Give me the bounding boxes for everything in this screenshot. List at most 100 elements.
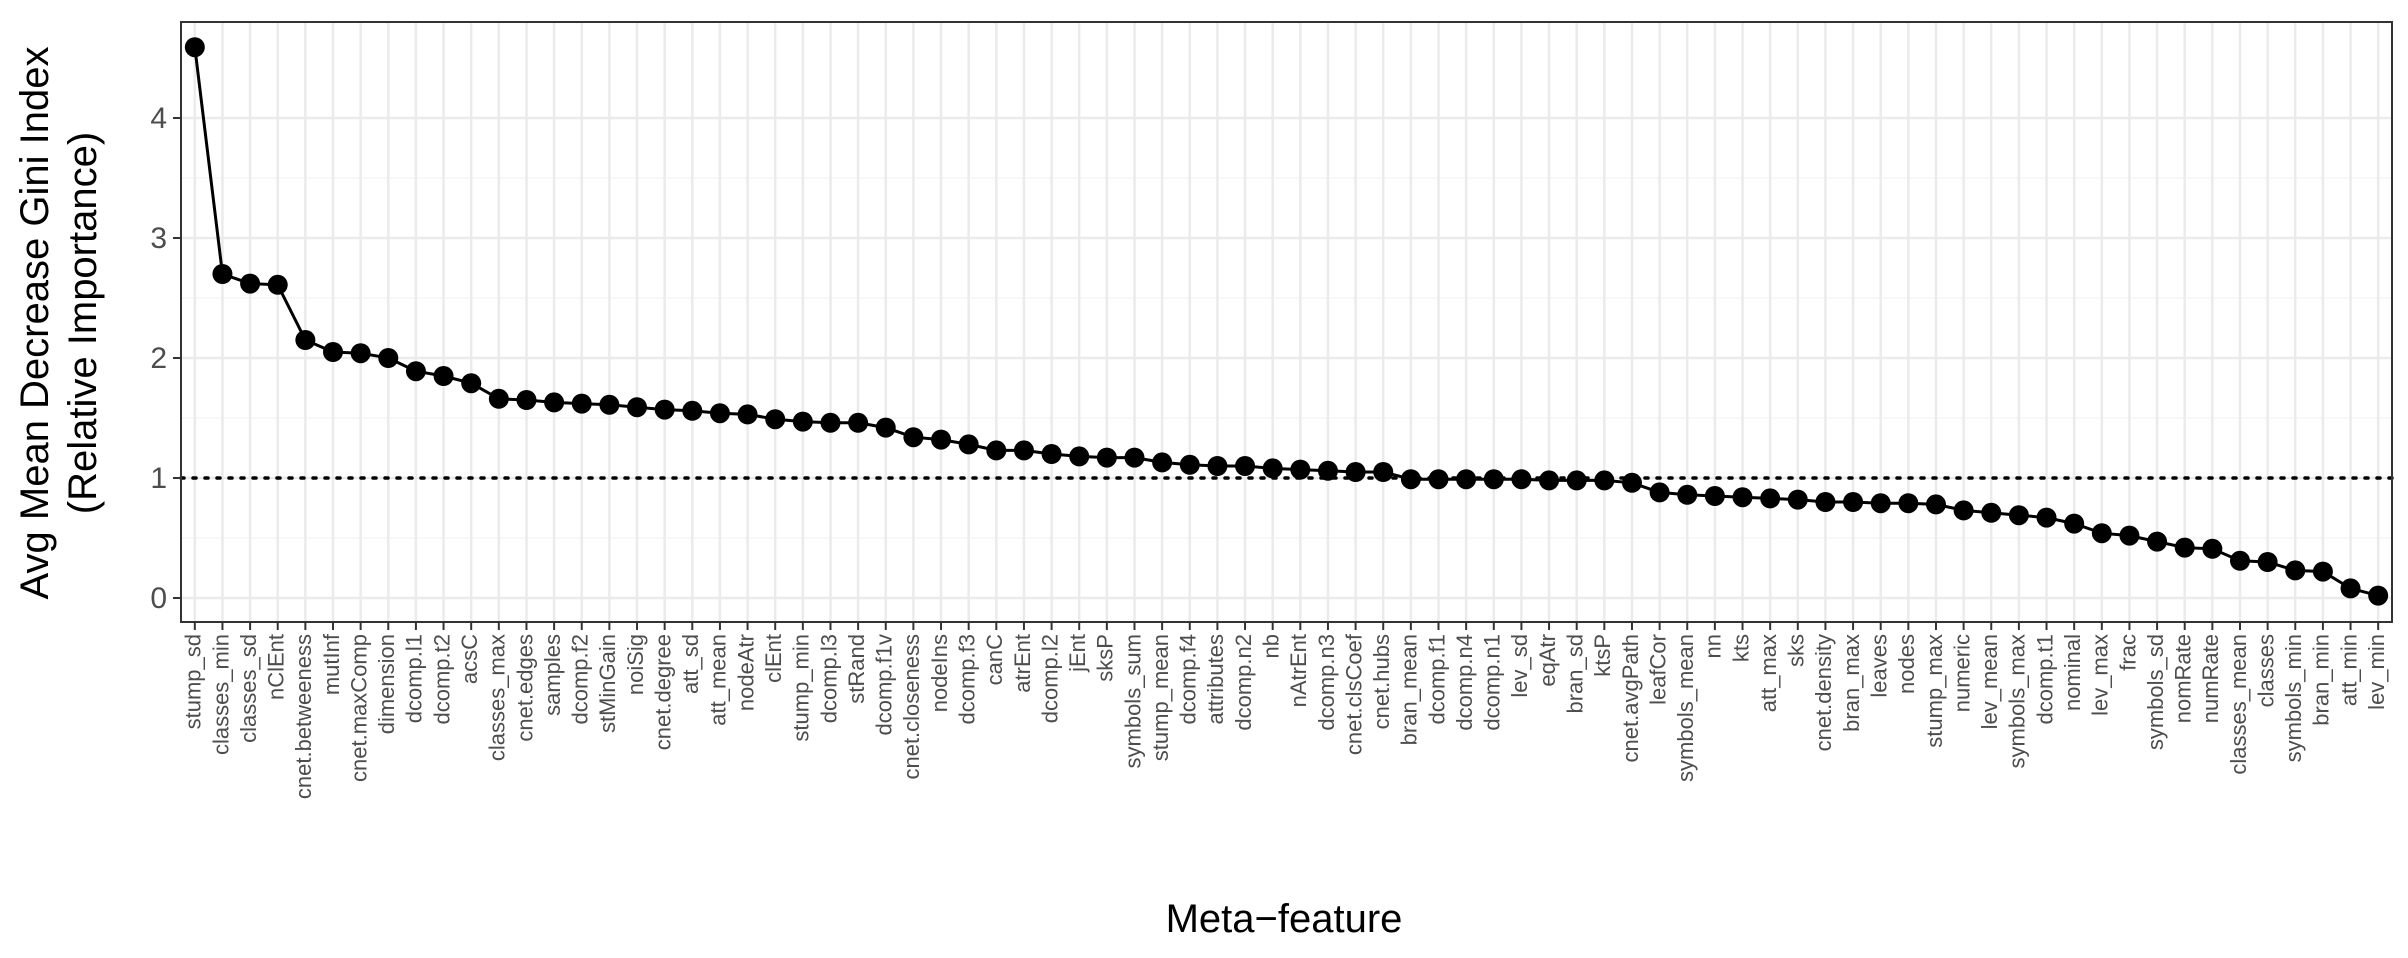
y-tick-label: 2 bbox=[150, 342, 167, 375]
x-tick-label-nodes: nodes bbox=[1894, 634, 1919, 694]
x-tick-label-nominal: nominal bbox=[2060, 634, 2085, 711]
x-tick-label-samples: samples bbox=[540, 634, 565, 716]
x-tick-label-classes: classes bbox=[2253, 634, 2278, 707]
data-point-symbols_sum bbox=[1124, 447, 1145, 468]
data-point-classes_mean bbox=[2229, 550, 2250, 571]
data-point-clEnt bbox=[765, 409, 786, 430]
x-tick-label-symbols_mean: symbols_mean bbox=[1673, 634, 1698, 782]
x-tick-label-lev_sd: lev_sd bbox=[1507, 634, 1532, 698]
data-point-nodes bbox=[1898, 493, 1919, 514]
data-point-numRate bbox=[2202, 538, 2223, 559]
x-tick-label-lev_max: lev_max bbox=[2088, 634, 2113, 716]
data-point-canC bbox=[986, 440, 1007, 461]
x-tick-label-dcomp.n1: dcomp.n1 bbox=[1480, 634, 1505, 731]
x-tick-label-dcomp.f4: dcomp.f4 bbox=[1176, 634, 1201, 725]
data-point-leafCor bbox=[1649, 482, 1670, 503]
x-tick-label-classes_max: classes_max bbox=[485, 634, 510, 761]
x-tick-label-lev_mean: lev_mean bbox=[1977, 634, 2002, 729]
data-point-jEnt bbox=[1069, 446, 1090, 467]
data-point-dcomp.n3 bbox=[1317, 460, 1338, 481]
data-point-att_mean bbox=[709, 403, 730, 424]
x-axis: stump_sd classes_min classes_sd nClEnt cnet.… bbox=[181, 622, 2389, 799]
x-tick-label-att_sd: att_sd bbox=[678, 634, 703, 694]
data-point-dcomp.n4 bbox=[1456, 469, 1477, 490]
data-point-cnet.avgPath bbox=[1621, 472, 1642, 493]
data-point-cnet.hubs bbox=[1373, 462, 1394, 482]
y-tick-label: 0 bbox=[150, 582, 167, 615]
x-tick-label-canC: canC bbox=[982, 634, 1007, 685]
data-point-nb bbox=[1262, 458, 1283, 479]
data-point-attributes bbox=[1207, 456, 1228, 476]
data-point-symbols_min bbox=[2285, 560, 2306, 581]
x-tick-label-kts: kts bbox=[1728, 634, 1753, 662]
data-point-nClEnt bbox=[267, 274, 288, 295]
x-axis-title: Meta−feature bbox=[1166, 897, 1403, 941]
data-point-dcomp.f2 bbox=[571, 393, 592, 414]
y-axis: 0 1 2 3 4 bbox=[150, 102, 181, 615]
x-tick-label-stump_min: stump_min bbox=[789, 634, 814, 742]
data-point-ktsP bbox=[1594, 470, 1615, 491]
x-tick-label-cnet.clsCoef: cnet.clsCoef bbox=[1341, 633, 1366, 755]
data-point-lev_mean bbox=[1981, 502, 2002, 523]
x-tick-label-dimension: dimension bbox=[374, 634, 399, 734]
x-tick-label-cnet.maxComp: cnet.maxComp bbox=[346, 634, 371, 782]
x-tick-label-cnet.avgPath: cnet.avgPath bbox=[1618, 634, 1643, 762]
data-point-nAtrEnt bbox=[1290, 459, 1311, 480]
x-tick-label-bran_min: bran_min bbox=[2309, 634, 2334, 726]
data-point-cnet.degree bbox=[654, 399, 675, 420]
data-point-dcomp.f3 bbox=[958, 434, 979, 455]
x-tick-label-numeric: numeric bbox=[1949, 634, 1974, 712]
data-point-dcomp.n1 bbox=[1483, 469, 1504, 490]
data-point-stRand bbox=[848, 412, 869, 433]
y-axis-title-line-2: (Relative Importance) bbox=[61, 132, 105, 514]
data-point-lev_max bbox=[2091, 523, 2112, 544]
data-point-mutInf bbox=[323, 342, 344, 362]
y-axis-title-line-1: Avg Mean Decrease Gini Index bbox=[13, 47, 57, 600]
x-tick-label-stump_mean: stump_mean bbox=[1148, 634, 1173, 761]
data-point-att_min bbox=[2340, 578, 2361, 599]
x-tick-label-cnet.closeness: cnet.closeness bbox=[899, 634, 924, 780]
data-point-acsC bbox=[461, 373, 482, 394]
data-point-dcomp.l1 bbox=[405, 361, 426, 382]
data-point-dcomp.n2 bbox=[1235, 456, 1256, 476]
data-point-eqAtr bbox=[1539, 470, 1560, 491]
data-point-dcomp.l3 bbox=[820, 412, 841, 433]
data-point-nodeIns bbox=[931, 429, 952, 450]
x-tick-label-bran_sd: bran_sd bbox=[1563, 634, 1588, 714]
x-tick-label-acsC: acsC bbox=[457, 634, 482, 684]
data-point-nominal bbox=[2064, 513, 2085, 534]
x-tick-label-dcomp.f2: dcomp.f2 bbox=[568, 634, 593, 725]
x-tick-label-stump_max: stump_max bbox=[1922, 634, 1947, 748]
data-point-leaves bbox=[1870, 493, 1891, 514]
x-tick-label-dcomp.n4: dcomp.n4 bbox=[1452, 634, 1477, 731]
x-tick-label-dcomp.n2: dcomp.n2 bbox=[1231, 634, 1256, 731]
x-tick-label-nAtrEnt: nAtrEnt bbox=[1286, 634, 1311, 707]
data-point-cnet.clsCoef bbox=[1345, 462, 1366, 482]
data-point-stump_max bbox=[1925, 494, 1946, 515]
x-tick-label-atrEnt: atrEnt bbox=[1010, 634, 1035, 693]
data-point-bran_sd bbox=[1566, 470, 1587, 491]
x-tick-label-classes_min: classes_min bbox=[208, 634, 233, 755]
x-tick-label-att_max: att_max bbox=[1756, 634, 1781, 712]
x-tick-label-nodeIns: nodeIns bbox=[927, 634, 952, 712]
data-point-bran_max bbox=[1843, 492, 1864, 512]
data-point-noiSig bbox=[627, 397, 648, 418]
x-tick-label-classes_mean: classes_mean bbox=[2226, 634, 2251, 775]
data-point-sks bbox=[1787, 489, 1808, 510]
data-point-dcomp.t1 bbox=[2036, 507, 2057, 528]
y-tick-label: 4 bbox=[150, 102, 167, 135]
x-tick-label-stump_sd: stump_sd bbox=[181, 634, 206, 729]
data-point-dimension bbox=[378, 348, 399, 368]
x-tick-label-lev_min: lev_min bbox=[2364, 634, 2389, 710]
x-tick-label-frac: frac bbox=[2115, 634, 2140, 671]
data-point-stMinGain bbox=[599, 394, 620, 415]
data-point-frac bbox=[2119, 525, 2140, 546]
data-point-lev_sd bbox=[1511, 469, 1532, 490]
data-point-bran_min bbox=[2312, 561, 2333, 582]
y-tick-label: 1 bbox=[150, 462, 167, 495]
x-tick-label-nb: nb bbox=[1258, 634, 1283, 658]
data-point-att_sd bbox=[682, 400, 703, 421]
x-tick-label-stMinGain: stMinGain bbox=[595, 634, 620, 733]
x-tick-label-symbols_max: symbols_max bbox=[2005, 634, 2030, 768]
x-tick-label-symbols_sd: symbols_sd bbox=[2143, 634, 2168, 750]
